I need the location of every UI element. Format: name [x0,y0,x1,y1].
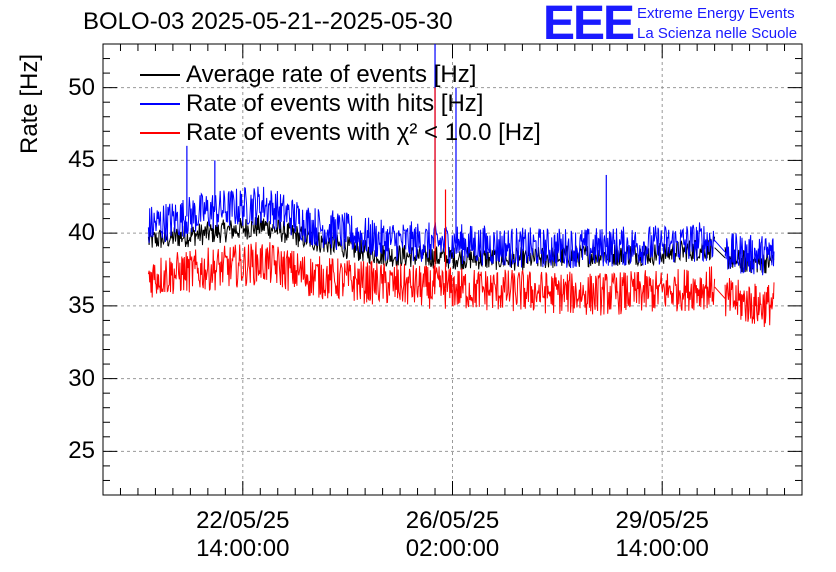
series-line-segment [147,186,716,269]
legend-label-chi2: Rate of events with χ² < 10.0 [Hz] [186,118,541,146]
legend-swatch-hits [140,102,180,105]
y-tick-label: 45 [68,146,95,174]
legend-entry: Rate of events with χ² < 10.0 [Hz] [140,118,541,147]
series-line-segment [724,277,775,328]
x-tick-time: 02:00:00 [405,535,500,562]
legend: Average rate of events [Hz] Rate of even… [140,60,541,147]
x-tick-date: 26/05/25 [405,507,500,534]
x-tick-time: 14:00:00 [615,535,709,562]
series-gap-connector [714,240,726,253]
legend-label-hits: Rate of events with hits [Hz] [186,89,484,117]
series-group [147,87,775,328]
x-tick-date: 22/05/25 [196,507,290,534]
y-tick-label: 30 [68,364,95,392]
x-tick-label: 29/05/25 14:00:00 [592,507,732,563]
series-gap-connector [714,286,726,299]
x-tick-label: 22/05/25 14:00:00 [173,507,313,563]
legend-label-average: Average rate of events [Hz] [186,60,477,88]
legend-entry: Average rate of events [Hz] [140,60,541,89]
x-tick-date: 29/05/25 [615,507,709,534]
org-name-line1: Extreme Energy Events [637,5,795,22]
x-tick-time: 14:00:00 [196,535,290,562]
legend-swatch-average [140,73,180,76]
y-tick-label: 35 [68,291,95,319]
legend-swatch-chi2 [140,131,180,134]
series-line-segment [147,242,716,316]
series-gap-connector [714,247,726,259]
x-tick-label: 26/05/25 02:00:00 [383,507,523,563]
legend-entry: Rate of events with hits [Hz] [140,89,541,118]
y-tick-label: 40 [68,219,95,247]
eee-logo: EEE [543,0,635,50]
series-line-segment [724,233,775,276]
y-axis-label: Rate [Hz] [16,53,43,155]
org-name-line2: La Scienza nelle Scuole [637,25,798,42]
y-tick-label: 25 [68,437,95,465]
y-tick-label: 50 [68,73,95,101]
chart-title: BOLO-03 2025-05-21--2025-05-30 [83,8,453,35]
